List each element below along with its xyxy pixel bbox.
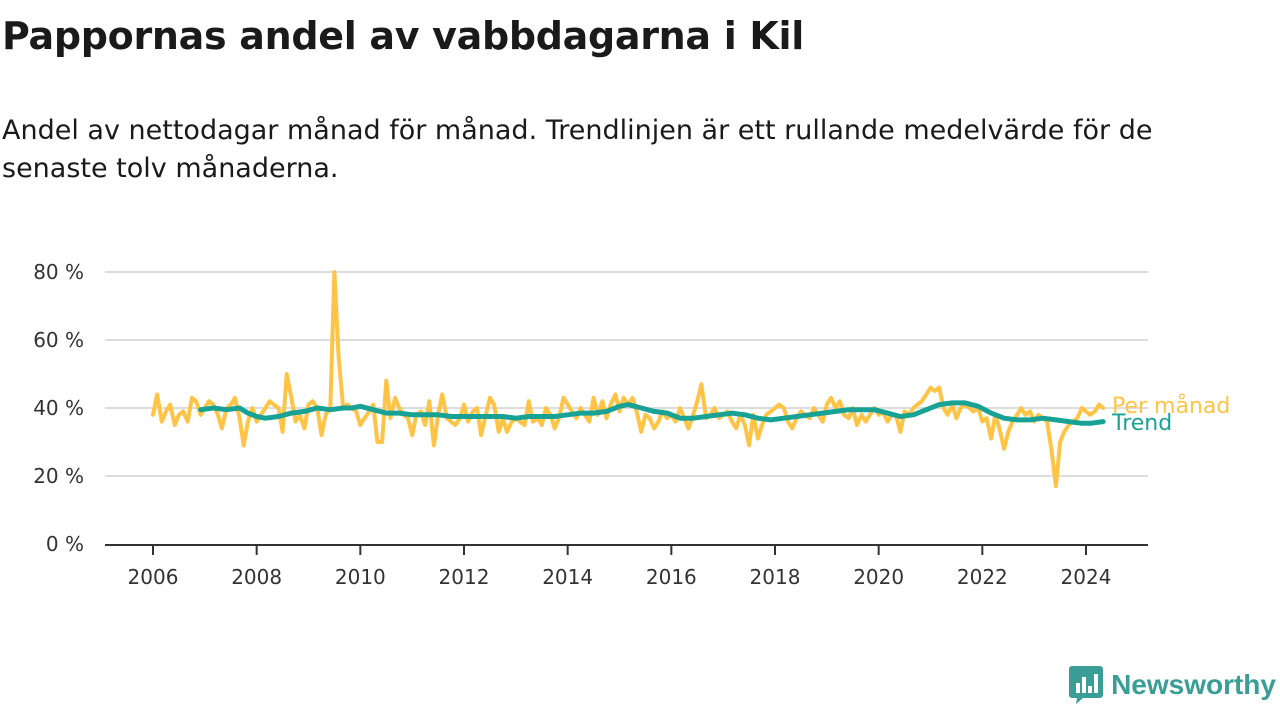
series-line-trend [198,400,1106,426]
logo-text: Newsworthy [1111,669,1276,700]
x-tick-label: 2010 [335,565,386,589]
newsworthy-logo: Newsworthy [1069,666,1276,704]
x-tick-label: 2022 [957,565,1008,589]
y-tick-label: 60 % [33,328,84,352]
chart-title: Pappornas andel av vabbdagarna i Kil [2,14,804,58]
x-axis-ticks: 2006 2008 2010 2012 2014 2016 2018 2020 2022 2024 [128,545,1112,589]
y-tick-label: 20 % [33,464,84,488]
series-lines [151,270,1106,489]
x-tick-label: 2018 [750,565,801,589]
bar-chart-logo-icon [1069,666,1104,704]
series-label-trend: Trend [1111,411,1172,436]
x-tick-label: 2006 [128,565,179,589]
x-tick-label: 2020 [853,565,904,589]
y-tick-label: 40 % [33,396,84,420]
y-axis-ticks: 0 % 20 % 40 % 60 % 80 % [33,260,84,556]
gridlines [105,271,1148,477]
x-tick-label: 2024 [1061,565,1112,589]
x-tick-label: 2014 [542,565,593,589]
series-label-per-manad: Per månad [1112,393,1230,419]
chart-subtitle: Andel av nettodagar månad för månad. Tre… [2,115,1153,184]
series-line-per-manad [151,270,1106,489]
x-tick-label: 2012 [439,565,490,589]
x-tick-label: 2008 [231,565,282,589]
x-tick-label: 2016 [646,565,697,589]
y-tick-label: 80 % [33,260,84,284]
y-tick-label: 0 % [46,532,84,556]
